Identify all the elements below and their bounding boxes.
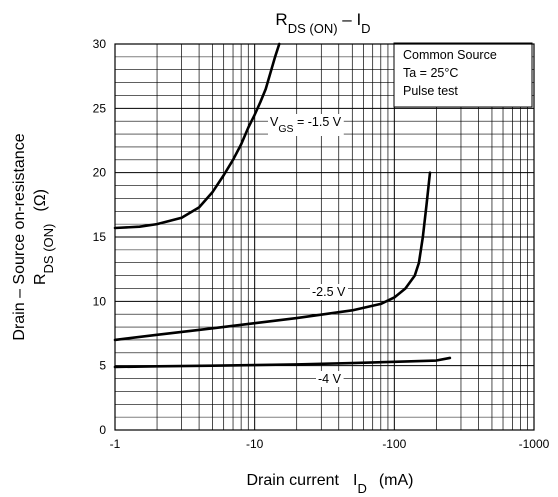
- legend-frame: [393, 42, 533, 108]
- y-tick-label: 5: [99, 359, 106, 373]
- series-label-1: -2.5 V: [312, 285, 346, 299]
- series-line-2: [113, 356, 452, 369]
- x-axis-title: Drain current ID (mA): [247, 472, 414, 496]
- series-label-2: -4 V: [318, 372, 342, 386]
- legend-line-2: Pulse test: [403, 84, 458, 98]
- y-tick-label: 25: [93, 101, 107, 115]
- legend-line-0: Common Source: [403, 48, 497, 62]
- y-tick-label: 0: [99, 423, 106, 437]
- y-axis-title-line2: RDS (ON)(Ω): [32, 189, 56, 285]
- series-line-1: [113, 171, 432, 342]
- x-tick-label: -10: [246, 437, 264, 451]
- legend-line-1: Ta = 25°C: [403, 66, 458, 80]
- y-tick-label: 10: [93, 294, 107, 308]
- x-axis-ticks: -1 -10 -100 -1000: [110, 437, 550, 451]
- curves: VGS = -1.5 V -2.5 V -4 V: [113, 42, 452, 387]
- series-label-bg-1: [310, 284, 349, 300]
- series-label-bg-0: [268, 114, 344, 136]
- series-label-bg-2: [316, 371, 344, 387]
- series-line-0: [113, 42, 281, 230]
- plot-frame: [114, 43, 535, 431]
- y-axis-ticks: 0 5 10 15 20 25 30: [93, 37, 107, 437]
- chart-title: RDS (ON) – ID: [275, 10, 370, 36]
- series-label-0: VGS = -1.5 V: [270, 115, 342, 135]
- y-tick-label: 20: [93, 166, 107, 180]
- x-tick-label: -1000: [519, 437, 550, 451]
- x-tick-label: -1: [110, 437, 121, 451]
- y-tick-label: 30: [93, 37, 107, 51]
- y-tick-label: 15: [93, 230, 107, 244]
- y-axis-title-line1: Drain – Source on-resistance: [11, 133, 28, 340]
- x-tick-label: -100: [382, 437, 406, 451]
- legend-box: Common Source Ta = 25°C Pulse test: [393, 42, 533, 108]
